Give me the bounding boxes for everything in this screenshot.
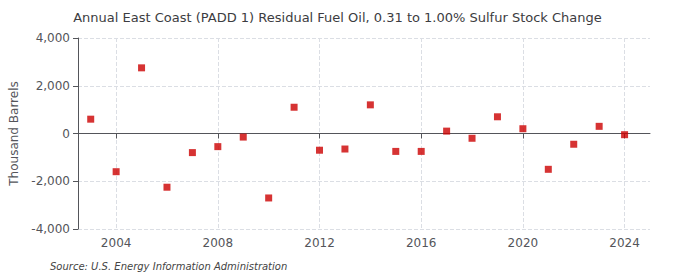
svg-text:2020: 2020 — [508, 236, 539, 250]
svg-text:-4,000: -4,000 — [31, 222, 70, 236]
svg-text:2004: 2004 — [101, 236, 132, 250]
svg-text:Source: U.S. Energy Informatio: Source: U.S. Energy Information Administ… — [50, 261, 287, 272]
svg-text:-2,000: -2,000 — [31, 174, 70, 188]
svg-text:2008: 2008 — [203, 236, 234, 250]
svg-text:2016: 2016 — [406, 236, 437, 250]
svg-text:Annual East Coast (PADD 1) Res: Annual East Coast (PADD 1) Residual Fuel… — [73, 10, 602, 25]
svg-text:Thousand Barrels: Thousand Barrels — [7, 81, 21, 186]
svg-text:4,000: 4,000 — [36, 31, 70, 45]
svg-text:2012: 2012 — [304, 236, 335, 250]
svg-text:0: 0 — [62, 127, 70, 141]
svg-text:2,000: 2,000 — [36, 79, 70, 93]
svg-text:2024: 2024 — [609, 236, 640, 250]
